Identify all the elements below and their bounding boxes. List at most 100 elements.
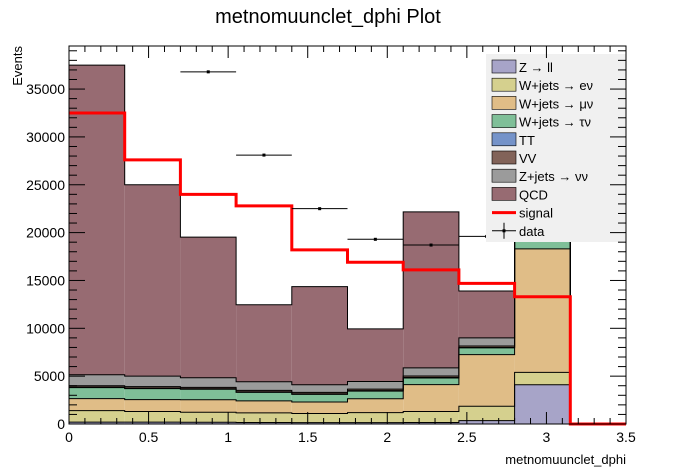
legend-label-2: W+jets → μν (519, 96, 593, 111)
bar-1-bin-5 (347, 412, 404, 423)
bar-6-bin-4 (291, 384, 348, 393)
bar-5-bin-3 (236, 390, 292, 392)
signal-line (69, 111, 626, 426)
legend-swatch-7 (491, 187, 517, 201)
data-point-3 (347, 237, 404, 241)
legend-label-1: W+jets → eν (519, 78, 593, 93)
bar-7-bin-5 (347, 328, 404, 382)
x-tick-label-1: 0.5 (139, 429, 159, 445)
bar-1-bin-4 (291, 413, 348, 423)
data-marker-3 (373, 237, 377, 241)
legend-label-signal: signal (519, 206, 553, 221)
bar-3-bin-2 (180, 389, 237, 400)
bar-0-bin-6 (403, 422, 459, 424)
bar-1-bin-3 (236, 412, 292, 423)
y-tick-label-7: 35000 (26, 81, 65, 97)
y-tick-label-1: 5000 (34, 368, 65, 384)
legend-label-4: TT (519, 133, 535, 148)
bar-6-bin-2 (180, 377, 237, 388)
y-tick-label-3: 15000 (26, 272, 65, 288)
bar-0-bin-8 (514, 384, 571, 424)
bar-5-bin-6 (403, 376, 459, 378)
bar-2-bin-3 (236, 400, 292, 413)
bar-1-bin-1 (124, 411, 181, 423)
x-tick-label-4: 2 (383, 429, 391, 445)
legend-label-3: W+jets → τν (519, 115, 591, 130)
y-tick-label-5: 25000 (26, 177, 65, 193)
x-tick-label-2: 1 (224, 429, 232, 445)
bar-5-bin-0 (69, 385, 125, 388)
y-tick-label-2: 10000 (26, 320, 65, 336)
bar-3-bin-1 (124, 388, 181, 400)
bar-0-bin-4 (291, 422, 348, 424)
bar-6-bin-0 (69, 374, 125, 386)
bar-7-bin-0 (69, 65, 125, 375)
bar-6-bin-6 (403, 367, 459, 377)
bar-3-bin-3 (236, 392, 292, 401)
data-point-1 (236, 153, 292, 157)
y-axis-title: Events (10, 46, 25, 86)
stack-layer (68, 64, 626, 425)
bar-2-bin-6 (403, 384, 459, 412)
bar-7-bin-4 (291, 286, 348, 385)
y-tick-label-4: 20000 (26, 225, 65, 241)
x-axis-title: metnomuunclet_dphi (505, 452, 626, 467)
bar-2-bin-7 (458, 354, 515, 407)
bar-7-bin-1 (124, 184, 181, 377)
legend-swatch-1 (491, 77, 517, 92)
x-tick-label-5: 2.5 (457, 429, 477, 445)
x-tick-label-0: 0 (65, 429, 73, 445)
stack-outline-7 (68, 64, 626, 425)
axes: 0 0.5 1 1.5 2 2.5 3 3.5 0 5000 10000 15000 20000 2500… (26, 45, 636, 445)
bar-0-bin-0 (69, 422, 125, 424)
bar-3-bin-0 (69, 387, 125, 399)
y-tick-label-6: 30000 (26, 129, 65, 145)
signal-layer (69, 111, 626, 426)
x-tick-label-7: 3.5 (616, 429, 636, 445)
bar-5-bin-4 (291, 392, 348, 394)
bar-6-bin-5 (347, 381, 404, 390)
bar-2-bin-8 (514, 248, 571, 373)
legend-label-7: QCD (519, 187, 548, 202)
legend-swatch-6 (491, 168, 517, 183)
bar-1-bin-2 (180, 412, 237, 423)
bar-1-bin-8 (514, 372, 571, 385)
bar-3-bin-8 (514, 241, 571, 249)
data-point-4 (403, 243, 459, 247)
legend-label-data: data (519, 224, 545, 239)
legend-swatch-3 (491, 114, 517, 128)
bar-3-bin-4 (291, 394, 348, 402)
data-point-0 (180, 70, 237, 74)
legend-label-0: Z → ll (519, 60, 553, 75)
plot-frame (68, 45, 627, 425)
legend-swatch-4 (491, 132, 517, 147)
bar-0-bin-2 (180, 422, 237, 424)
bar-2-bin-2 (180, 399, 237, 413)
legend: Z → ll W+jets → eν W+jets → μν W+jets → τν T… (486, 54, 626, 242)
x-tick-label-3: 1.5 (298, 429, 318, 445)
bar-6-bin-3 (236, 381, 292, 391)
bar-3-bin-5 (347, 391, 404, 399)
legend-swatch-0 (491, 59, 517, 74)
bar-3-bin-6 (403, 377, 459, 385)
data-layer (180, 70, 515, 247)
legend-label-5: VV (519, 151, 537, 166)
bar-1-bin-0 (69, 410, 125, 423)
bar-2-bin-4 (291, 401, 348, 414)
bar-1-bin-6 (403, 411, 459, 423)
bar-7-bin-2 (180, 237, 237, 378)
bar-0-bin-7 (458, 420, 515, 424)
data-marker-0 (206, 70, 210, 74)
bar-7-bin-7 (458, 290, 515, 338)
bar-5-bin-5 (347, 389, 404, 391)
bar-5-bin-1 (124, 386, 181, 389)
data-marker-2 (318, 207, 322, 211)
chart-title: metnomuunclet_dphi Plot (215, 6, 441, 28)
stack-outline-1 (68, 371, 626, 425)
legend-label-6: Z+jets → νν (519, 169, 588, 184)
bar-1-bin-7 (458, 406, 515, 421)
legend-swatch-2 (491, 96, 517, 110)
bar-2-bin-5 (347, 398, 404, 413)
